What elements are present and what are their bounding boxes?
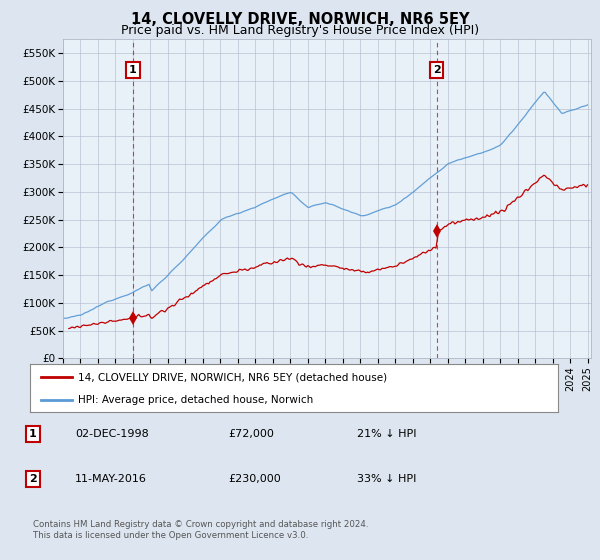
Text: 1: 1 — [129, 65, 137, 74]
Text: 33% ↓ HPI: 33% ↓ HPI — [357, 474, 416, 484]
Text: 21% ↓ HPI: 21% ↓ HPI — [357, 429, 416, 439]
Text: 14, CLOVELLY DRIVE, NORWICH, NR6 5EY: 14, CLOVELLY DRIVE, NORWICH, NR6 5EY — [131, 12, 469, 27]
Text: 2: 2 — [29, 474, 37, 484]
Text: 2: 2 — [433, 65, 440, 74]
Text: 14, CLOVELLY DRIVE, NORWICH, NR6 5EY (detached house): 14, CLOVELLY DRIVE, NORWICH, NR6 5EY (de… — [77, 372, 386, 382]
Text: £230,000: £230,000 — [228, 474, 281, 484]
Text: 02-DEC-1998: 02-DEC-1998 — [75, 429, 149, 439]
Text: Contains HM Land Registry data © Crown copyright and database right 2024.
This d: Contains HM Land Registry data © Crown c… — [33, 520, 368, 540]
Text: 11-MAY-2016: 11-MAY-2016 — [75, 474, 147, 484]
Text: 1: 1 — [29, 429, 37, 439]
Text: HPI: Average price, detached house, Norwich: HPI: Average price, detached house, Norw… — [77, 395, 313, 405]
Text: £72,000: £72,000 — [228, 429, 274, 439]
Text: Price paid vs. HM Land Registry's House Price Index (HPI): Price paid vs. HM Land Registry's House … — [121, 24, 479, 36]
